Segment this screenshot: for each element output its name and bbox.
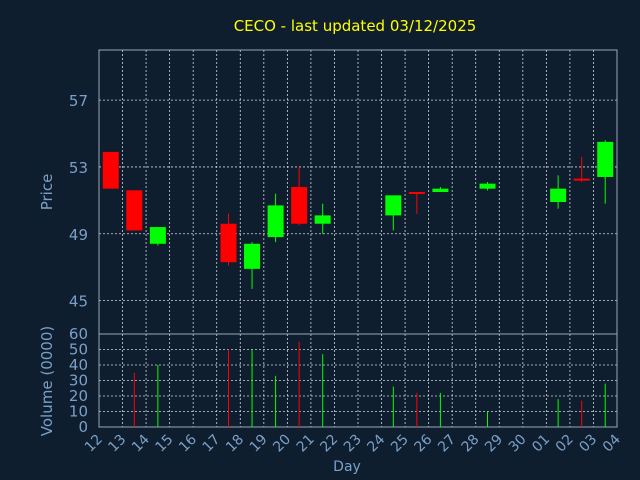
- x-tick-label: 13: [105, 432, 129, 456]
- price-grid: [99, 50, 617, 334]
- x-tick-label: 03: [576, 432, 600, 456]
- candles: [102, 140, 614, 289]
- x-tick-label: 02: [553, 432, 577, 456]
- volume-tick-label: 50: [69, 341, 88, 359]
- price-tick-label: 49: [69, 226, 88, 244]
- x-tick-label: 21: [294, 432, 318, 456]
- candle-body: [408, 192, 425, 194]
- volume-tick-label: 0: [78, 418, 88, 436]
- price-axis-ticks: 45 49 53 57: [69, 92, 88, 310]
- x-tick-label: 24: [364, 431, 388, 455]
- x-tick-label: 26: [412, 431, 436, 455]
- volume-tick-label: 10: [69, 403, 88, 421]
- candle-body: [573, 178, 590, 181]
- price-axis-label: Price: [38, 174, 56, 211]
- candle-body: [126, 190, 143, 231]
- x-tick-label: 19: [247, 432, 271, 456]
- candle-body: [550, 188, 567, 203]
- x-tick-label: 28: [459, 432, 483, 456]
- volume-tick-label: 20: [69, 387, 88, 405]
- candle-body: [291, 186, 308, 224]
- volume-tick-label: 30: [69, 372, 88, 390]
- x-tick-label: 25: [388, 432, 412, 456]
- volume-tick-label: 40: [69, 356, 88, 374]
- x-axis-ticks: 12 13 14 15 16 17 18 19 20 21 22 23 24 25 26 27 28 29 30 01…: [82, 431, 624, 455]
- candle-body: [479, 183, 496, 189]
- candle-body: [597, 141, 614, 177]
- candle-body: [267, 205, 284, 238]
- candle-body: [102, 151, 119, 189]
- candle-body: [314, 215, 331, 224]
- price-tick-label: 45: [69, 293, 88, 311]
- x-axis-label: Day: [333, 459, 361, 475]
- chart-title: CECO - last updated 03/12/2025: [234, 17, 477, 35]
- x-tick-label: 14: [129, 431, 153, 455]
- price-tick-label: 57: [69, 92, 88, 110]
- x-tick-label: 30: [506, 432, 530, 456]
- price-tick-label: 53: [69, 159, 88, 177]
- x-tick-label: 23: [341, 432, 365, 456]
- volume-panel-frame: [98, 333, 618, 428]
- x-tick-label: 04: [600, 431, 624, 455]
- volume-axis-label: Volume (0000): [38, 326, 56, 436]
- x-tick-label: 29: [482, 432, 506, 456]
- candle-body: [220, 223, 237, 263]
- candle-body: [244, 243, 261, 269]
- x-tick-label: 01: [529, 432, 553, 456]
- volume-bars: [133, 341, 606, 427]
- x-tick-label: 27: [435, 432, 459, 456]
- volume-grid: [99, 334, 617, 427]
- candle-body: [385, 195, 402, 216]
- x-tick-label: 15: [153, 432, 177, 456]
- candle-body: [149, 227, 166, 244]
- x-tick-label: 17: [200, 432, 224, 456]
- x-tick-label: 18: [223, 432, 247, 456]
- candle-body: [432, 188, 449, 192]
- x-tick-label: 20: [270, 432, 294, 456]
- x-tick-label: 16: [176, 431, 200, 455]
- x-tick-label: 22: [317, 432, 341, 456]
- volume-tick-label: 60: [69, 325, 88, 343]
